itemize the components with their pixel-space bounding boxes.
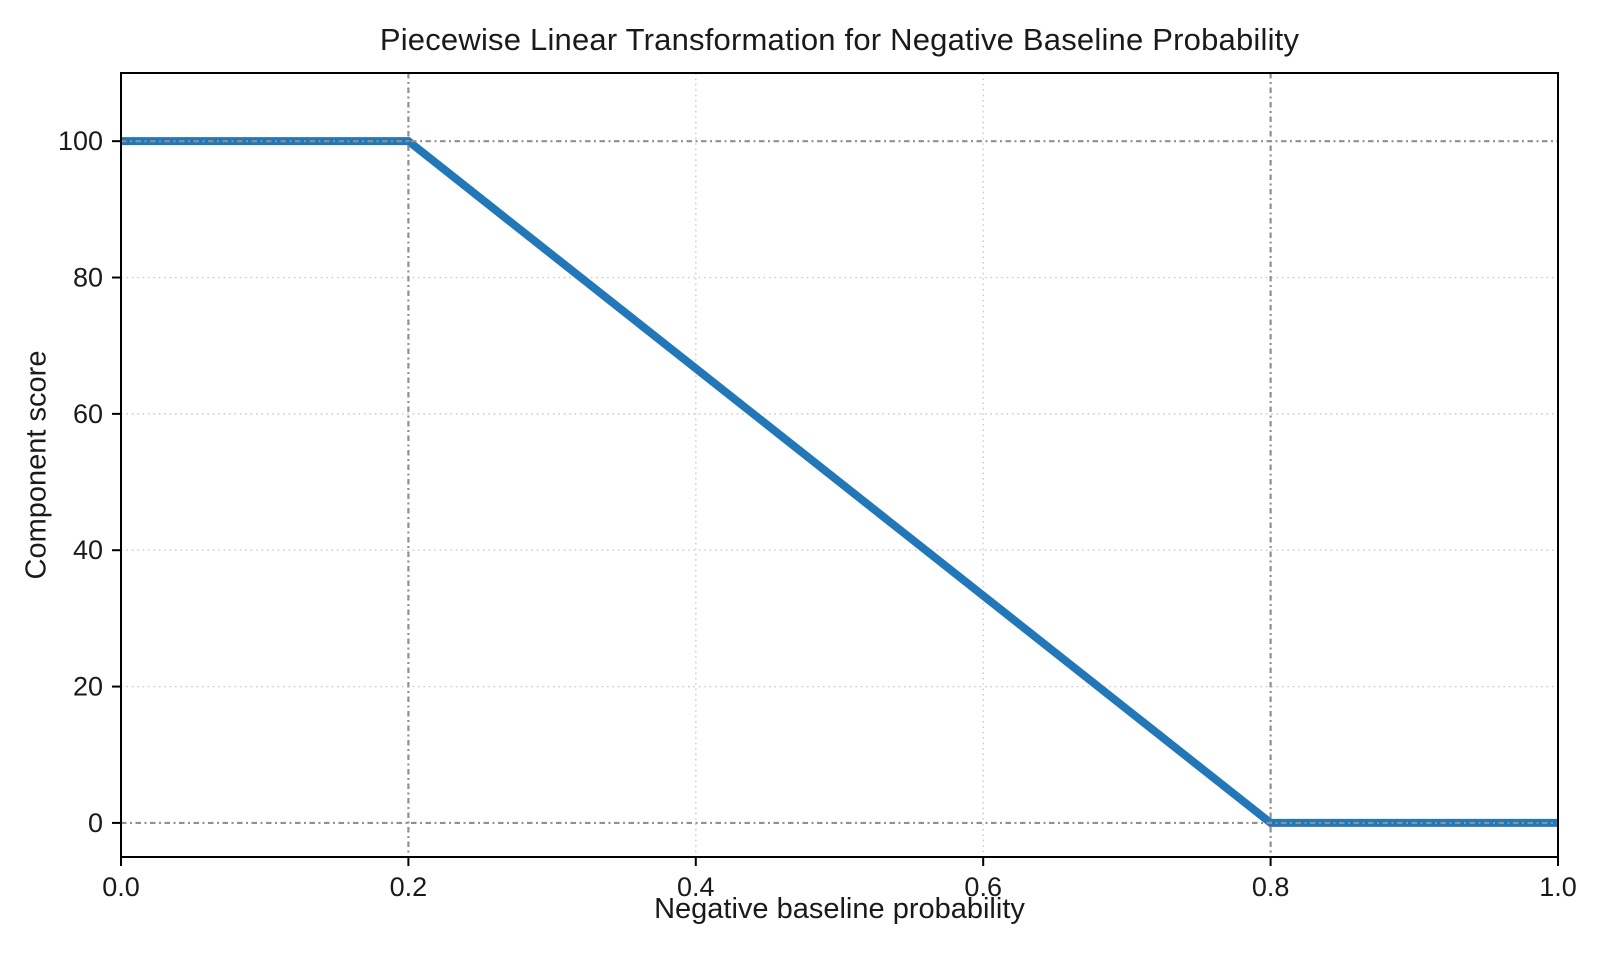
y-tick-label: 40: [73, 535, 103, 565]
y-tick-label: 0: [88, 808, 103, 838]
y-tick-label: 80: [73, 263, 103, 293]
x-tick-label: 0.0: [102, 872, 140, 902]
y-axis-label: Component score: [20, 350, 53, 580]
x-tick-label: 0.8: [1252, 872, 1290, 902]
chart-title: Piecewise Linear Transformation for Nega…: [379, 22, 1300, 57]
axis-spines: [120, 72, 1559, 858]
x-tick-label: 0.4: [677, 872, 715, 902]
y-tick-label: 20: [73, 672, 103, 702]
x-tick-label: 0.6: [964, 872, 1002, 902]
y-tick-label: 100: [58, 126, 103, 156]
x-tick-label: 1.0: [1539, 872, 1577, 902]
x-axis-label: Negative baseline probability: [654, 893, 1025, 925]
data-line-component-score: [121, 137, 1558, 827]
y-tick-label: 60: [73, 399, 103, 429]
x-tick-label: 0.2: [390, 872, 428, 902]
